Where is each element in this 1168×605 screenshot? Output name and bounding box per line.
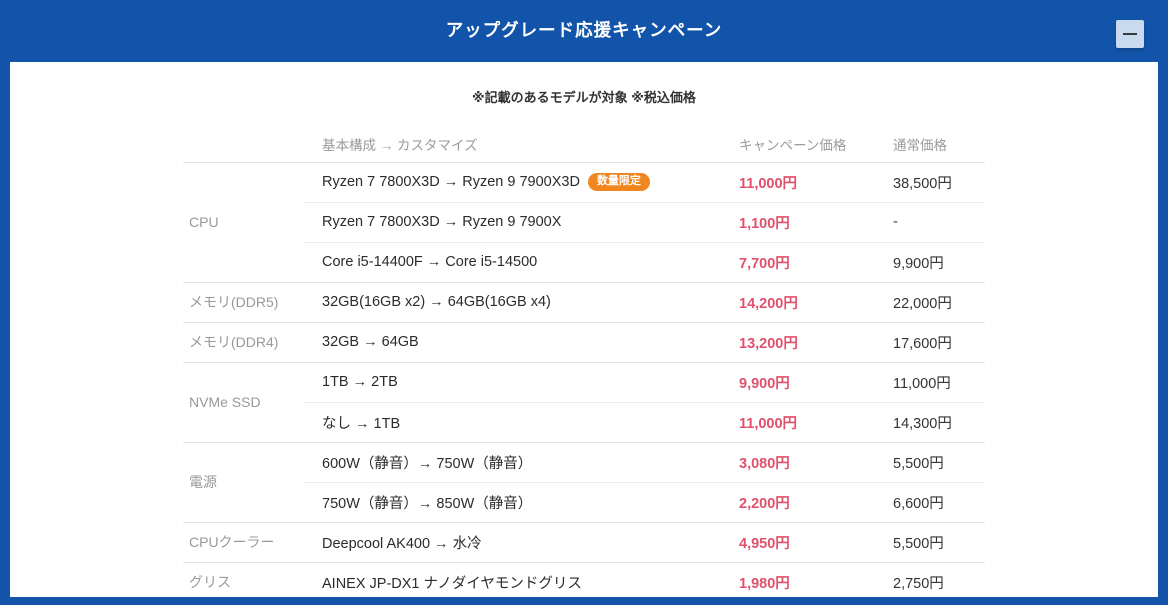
campaign-title-bar: アップグレード応援キャンペーン xyxy=(0,0,1168,62)
table-row: CPU Ryzen 7 7800X3D → Ryzen 9 7900X3D 数量限… xyxy=(183,162,985,230)
config-cell: 32GB(16GB x2) → 64GB(16GB x4) xyxy=(305,281,735,322)
normal-price-cell: 38,500円 xyxy=(893,175,952,192)
normal-price-cell: 5,500円 xyxy=(875,521,985,562)
config-cell: 750W（静音）→ 850W（静音） xyxy=(305,481,735,522)
config-text: Ryzen 7 7800X3D → Ryzen 9 7900X3D xyxy=(322,174,580,190)
normal-price-cell: 6,600円 xyxy=(875,481,985,522)
table-row: 750W（静音）→ 850W（静音） 2,200円 6,600円 xyxy=(183,481,985,522)
campaign-price-cell: 1,100円 xyxy=(735,201,875,242)
eligibility-note: ※記載のあるモデルが対象 ※税込価格 xyxy=(472,90,696,105)
campaign-price-cell: 9,900円 xyxy=(735,361,875,402)
table-row: メモリ(DDR4) 32GB → 64GB 13,200円 17,600円 xyxy=(183,321,985,362)
normal-price-cell: - xyxy=(875,201,985,242)
page-title: アップグレード応援キャンペーン xyxy=(445,20,723,40)
column-header-config: 基本構成 → カスタマイズ xyxy=(305,127,735,163)
normal-price-cell: 17,600円 xyxy=(875,321,985,362)
normal-price-cell: 5,500円 xyxy=(875,441,985,482)
config-cell: 600W（静音）→ 750W（静音） xyxy=(305,441,735,482)
config-cell: Core i5-14400F → Core i5-14500 xyxy=(305,241,735,282)
campaign-price-cell: 11,000円 xyxy=(739,175,798,192)
config-cell: Ryzen 7 7800X3D → Ryzen 9 7900X3D 数量限定 xyxy=(305,162,735,202)
table-header-row: 基本構成 → カスタマイズ キャンペーン価格 通常価格 xyxy=(183,127,985,163)
table-row: メモリ(DDR5) 32GB(16GB x2) → 64GB(16GB x4) … xyxy=(183,281,985,322)
category-cell-memory-ddr4: メモリ(DDR4) xyxy=(183,321,305,362)
table-row: Core i5-14400F → Core i5-14500 7,700円 9,… xyxy=(183,241,985,282)
table-row: Ryzen 7 7800X3D → Ryzen 9 7900X 1,100円 - xyxy=(183,201,985,242)
config-cell: AINEX JP-DX1 ナノダイヤモンドグリス xyxy=(305,561,735,597)
table-row: NVMe SSD 1TB → 2TB 9,900円 11,000円 xyxy=(183,361,985,442)
table-row: なし → 1TB 11,000円 14,300円 xyxy=(183,401,985,442)
campaign-price-cell: 4,950円 xyxy=(735,521,875,562)
campaign-price-cell: 2,200円 xyxy=(735,481,875,522)
config-cell: Deepcool AK400 → 水冷 xyxy=(305,521,735,562)
table-row: 電源 600W（静音）→ 750W（静音） 3,080円 5,500円 xyxy=(183,441,985,522)
config-cell: Ryzen 7 7800X3D → Ryzen 9 7900X xyxy=(305,201,735,242)
campaign-price-cell: 3,080円 xyxy=(735,441,875,482)
campaign-price-cell: 14,200円 xyxy=(735,281,875,322)
config-cell: 1TB → 2TB xyxy=(305,361,735,402)
normal-price-cell: 14,300円 xyxy=(875,401,985,442)
column-header-category xyxy=(183,127,305,163)
upgrade-price-table: 基本構成 → カスタマイズ キャンペーン価格 通常価格 CPU Ryzen 7 … xyxy=(183,127,985,597)
campaign-price-cell: 7,700円 xyxy=(735,241,875,282)
config-cell: なし → 1TB xyxy=(305,401,735,442)
campaign-price-cell: 1,980円 xyxy=(735,561,875,597)
category-cell-cpu: CPU xyxy=(189,214,219,230)
campaign-panel: ※記載のあるモデルが対象 ※税込価格 基本構成 → カスタマイズ キャンペーン価… xyxy=(10,62,1158,597)
column-header-normal-price: 通常価格 xyxy=(875,127,985,163)
campaign-price-cell: 11,000円 xyxy=(735,401,875,442)
normal-price-cell: 2,750円 xyxy=(875,561,985,597)
column-header-campaign-price: キャンペーン価格 xyxy=(735,127,875,163)
table-row: グリス AINEX JP-DX1 ナノダイヤモンドグリス 1,980円 2,75… xyxy=(183,561,985,597)
normal-price-cell: 11,000円 xyxy=(875,361,985,402)
minimize-button[interactable] xyxy=(1116,20,1144,48)
limited-quantity-badge: 数量限定 xyxy=(587,173,650,191)
category-cell-cpu-cooler: CPUクーラー xyxy=(183,521,305,562)
config-cell: 32GB → 64GB xyxy=(305,321,735,362)
normal-price-cell: 22,000円 xyxy=(875,281,985,322)
campaign-price-cell: 13,200円 xyxy=(735,321,875,362)
category-cell-nvme-ssd: NVMe SSD xyxy=(183,361,305,442)
minimize-icon xyxy=(1123,33,1137,35)
category-cell-grease: グリス xyxy=(183,561,305,597)
category-cell-memory-ddr5: メモリ(DDR5) xyxy=(183,281,305,322)
normal-price-cell: 9,900円 xyxy=(875,241,985,282)
category-cell-psu: 電源 xyxy=(183,441,305,522)
table-row: CPUクーラー Deepcool AK400 → 水冷 4,950円 5,500… xyxy=(183,521,985,562)
